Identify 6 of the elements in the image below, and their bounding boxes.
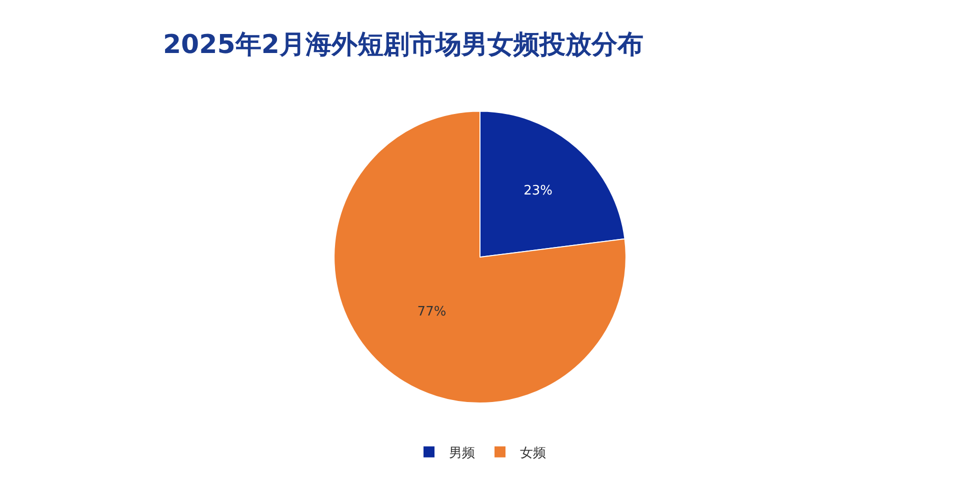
- legend-label: 女频: [520, 446, 546, 461]
- legend-label: 男频: [449, 446, 475, 461]
- data-label: 23%: [524, 184, 553, 199]
- chart-title: 2025年2月海外短剧市场男女频投放分布: [162, 30, 644, 60]
- pie-slice: [334, 110, 626, 404]
- data-label: 77%: [417, 304, 446, 320]
